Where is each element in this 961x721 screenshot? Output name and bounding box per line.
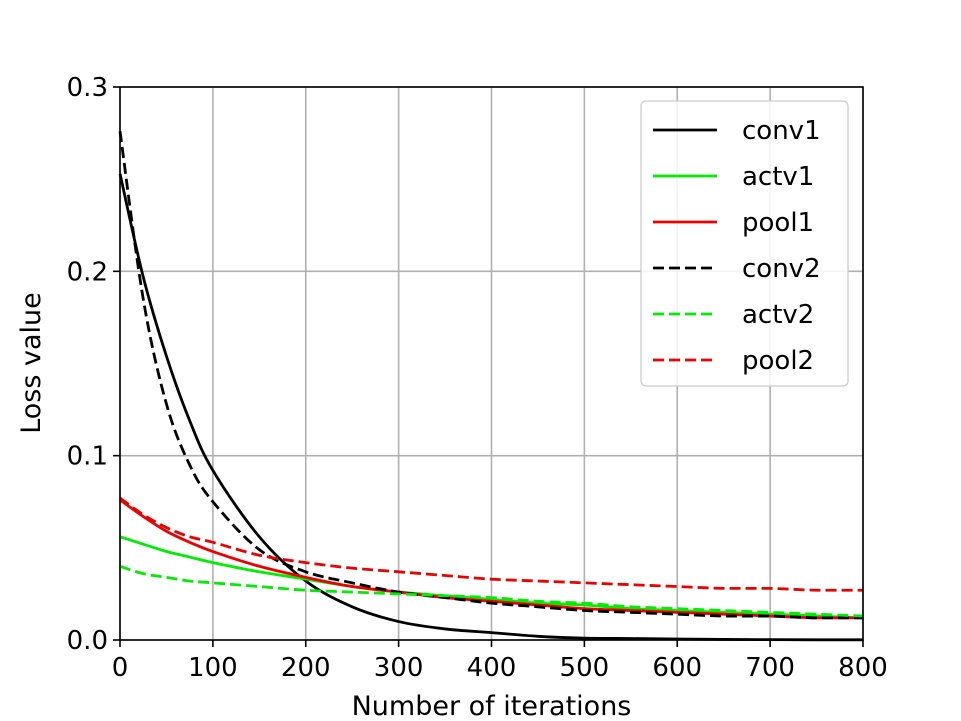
series-line-actv2	[119, 564, 864, 618]
x-tick-label: 500	[560, 653, 610, 683]
x-tick-label: 300	[374, 653, 424, 683]
axis-ticks: 0 100 200 300 400 500 600 700 800 0.0 0.1 0.2 0.3	[67, 73, 888, 683]
series-line-pool2	[119, 496, 863, 592]
y-tick-label: 0.1	[67, 442, 108, 472]
x-tick-label: 800	[838, 653, 888, 683]
x-axis-label: Number of iterations	[352, 691, 632, 721]
legend: conv1 actv1 pool1 conv2 actv2 pool2	[640, 100, 849, 387]
y-tick-label: 0.3	[67, 73, 108, 103]
x-tick-label: 700	[745, 653, 795, 683]
x-tick-label: 400	[467, 653, 517, 683]
x-tick-label: 200	[281, 653, 331, 683]
legend-label-actv2: actv2	[742, 300, 814, 330]
legend-label-conv2: conv2	[742, 254, 821, 284]
legend-label-pool1: pool1	[742, 208, 814, 238]
y-axis-label: Loss value	[16, 292, 47, 434]
y-tick-label: 0.2	[67, 257, 108, 287]
x-tick-label: 0	[112, 653, 129, 683]
x-tick-label: 100	[188, 653, 238, 683]
legend-label-conv1: conv1	[742, 116, 821, 146]
series-line-conv2	[118, 131, 863, 620]
legend-label-actv1: actv1	[742, 162, 814, 192]
x-tick-label: 600	[652, 653, 702, 683]
y-tick-label: 0.0	[67, 626, 108, 656]
legend-label-pool2: pool2	[742, 346, 814, 376]
